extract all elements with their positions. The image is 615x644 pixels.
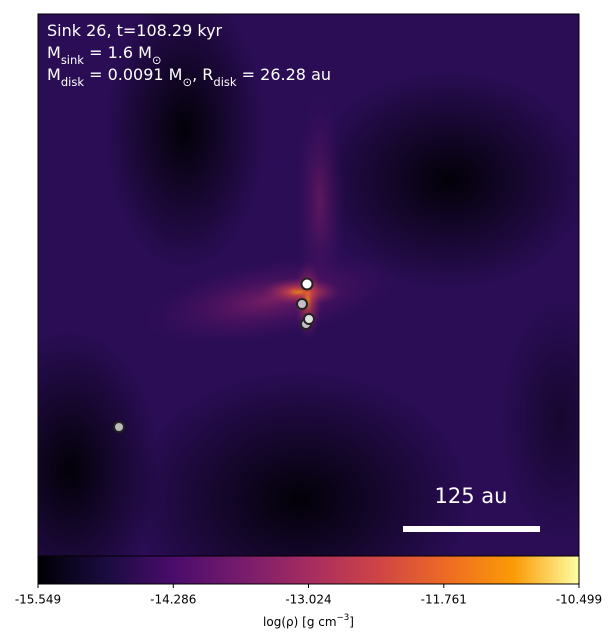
text-part: = 1.6 M [84,43,152,62]
tick-label: -10.499 [556,593,602,607]
colorbar-label: log(ρ) [g cm−3] [263,613,354,629]
colorbar [37,555,580,585]
text-part: disk [61,75,85,89]
tick-label: -11.761 [421,593,467,607]
annotation: Mdisk = 0.0091 M⊙, Rdisk = 26.28 au [47,65,331,89]
density-map [38,14,579,556]
text-part: Sink 26, t=108.29 kyr [47,21,223,40]
annotation: Sink 26, t=108.29 kyr [47,21,223,40]
sink-particles [113,277,315,433]
text-part: −3 [337,613,350,623]
text-part: log(ρ) [g cm [263,615,337,629]
annotation: Msink = 1.6 M⊙ [47,43,162,67]
text-part: ⊙ [182,75,192,89]
text-part: = 0.0091 M [84,65,182,84]
text-part: M [47,43,61,62]
text-part: ] [349,615,354,629]
text-part: M [47,65,61,84]
text-part: disk [213,75,237,89]
text-part: , R [192,65,213,84]
scale-bar-label: 125 au [435,484,508,508]
tick-label: -14.286 [150,593,196,607]
text-part: sink [61,53,84,67]
colorbar-axis: -15.549 -14.286 -13.024 -11.761 -10.499 log(ρ… [15,584,602,629]
text-part: = 26.28 au [237,65,331,84]
scale-bar [403,526,540,532]
text-part: ⊙ [152,53,162,67]
tick-label: -15.549 [15,593,61,607]
tick-label: -13.024 [285,593,331,607]
